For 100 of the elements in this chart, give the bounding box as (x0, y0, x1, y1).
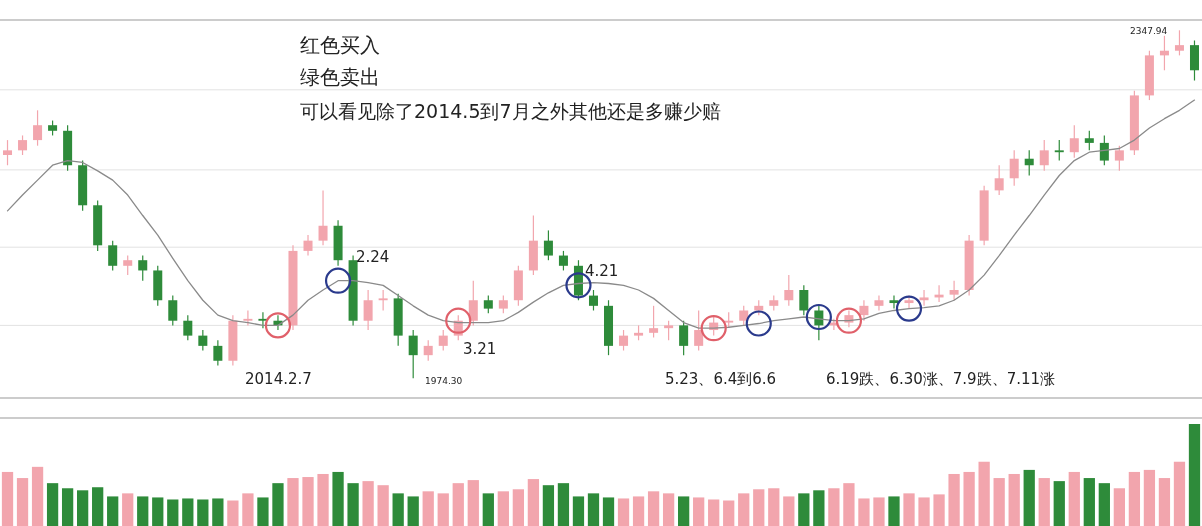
bar (407, 496, 419, 526)
bar (933, 494, 945, 526)
candlestick (468, 280, 478, 326)
candlestick (543, 229, 553, 261)
bar (92, 487, 104, 526)
candlestick (814, 305, 824, 341)
bar (1, 471, 14, 526)
bar (572, 496, 585, 526)
bar (798, 493, 810, 526)
bar (497, 491, 509, 526)
candlestick (949, 280, 959, 301)
bar (152, 497, 164, 526)
candlestick (1114, 145, 1124, 172)
point (264, 312, 292, 339)
candlestick (318, 189, 328, 246)
bar (542, 485, 555, 526)
annotation: 2014.2.7 (245, 370, 312, 388)
annotation: 绿色卖出 (300, 65, 380, 89)
candlestick (378, 289, 388, 312)
bar (708, 499, 720, 526)
bar (1083, 478, 1095, 526)
candlestick (363, 289, 373, 331)
bar (61, 488, 74, 526)
candlestick (1084, 130, 1094, 151)
bar (197, 499, 209, 526)
bar (512, 489, 524, 526)
annotation: 5.23、6.4到6.6 (665, 370, 777, 388)
candlestick (1009, 149, 1019, 187)
bar (617, 498, 630, 526)
bar (1053, 481, 1065, 526)
annotation: 3.21 (463, 340, 497, 358)
bar (662, 493, 675, 526)
annotation: 6.19跌、6.30涨、7.9跌、7.11涨 (826, 370, 1056, 388)
bar (632, 496, 645, 526)
bar (738, 493, 750, 526)
candlestick (423, 339, 433, 362)
bar (858, 498, 870, 526)
bar (1008, 473, 1020, 526)
bar (107, 496, 119, 526)
bar (287, 478, 299, 526)
bar (362, 481, 374, 526)
bar (557, 483, 570, 526)
candlestick (168, 294, 178, 326)
candlestick (844, 309, 854, 328)
point (445, 307, 472, 334)
bar (302, 477, 314, 526)
bar (978, 461, 990, 526)
point (805, 303, 832, 331)
candlestick (664, 320, 674, 341)
candlestick (183, 314, 193, 341)
bar (77, 490, 89, 526)
bar (1173, 461, 1186, 526)
bar (873, 497, 885, 526)
candlestick (649, 305, 659, 339)
bar (783, 496, 795, 526)
candlestick (784, 274, 794, 307)
bar (392, 493, 404, 526)
candlestick (243, 309, 253, 326)
bar (753, 489, 765, 526)
bar (1113, 488, 1125, 526)
candlestick (213, 339, 223, 367)
bar (167, 499, 179, 526)
bar (1128, 471, 1141, 526)
bar (903, 493, 915, 526)
candlestick (558, 250, 568, 272)
bar (723, 500, 735, 526)
bar (467, 480, 479, 526)
bar (678, 496, 690, 526)
bar (16, 478, 29, 526)
annotation: 2.24 (356, 248, 390, 266)
candlestick (3, 139, 13, 166)
candlestick (138, 254, 148, 282)
bar (257, 497, 269, 526)
point (745, 310, 772, 337)
bar (212, 498, 224, 526)
bar (122, 493, 134, 526)
candlestick (859, 299, 869, 322)
bar (993, 478, 1005, 526)
bar (843, 483, 855, 526)
bar (31, 466, 44, 526)
bar (1158, 478, 1171, 526)
bar (317, 473, 329, 526)
bar (963, 471, 975, 526)
candlestick (694, 309, 704, 352)
bar (272, 483, 284, 526)
point (700, 315, 727, 342)
candlestick (1054, 139, 1064, 162)
candlestick (258, 311, 268, 329)
bar (693, 497, 705, 526)
point (835, 307, 863, 334)
candlestick (108, 240, 118, 272)
bar (918, 497, 930, 526)
bar (888, 496, 900, 526)
bar (828, 488, 840, 526)
candlestick (919, 289, 929, 307)
bar (1143, 469, 1156, 526)
annotation: 2347.94 (1130, 26, 1168, 36)
point (895, 295, 923, 322)
bar (422, 491, 434, 526)
bar (1038, 478, 1050, 526)
